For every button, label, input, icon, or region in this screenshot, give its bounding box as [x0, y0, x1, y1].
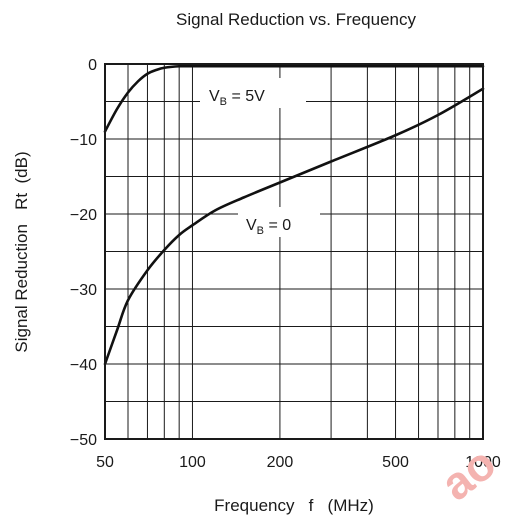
label-vb-0-main: V: [246, 217, 257, 234]
label-vb-5v-main: V: [209, 88, 220, 105]
y-tick-label: 0: [88, 57, 97, 74]
label-vb-5v-sub: B: [220, 96, 227, 108]
label-vb-5v: VB = 5V: [200, 78, 306, 108]
y-tick-labels: 0 −10 −20 −30 −40 −50: [70, 57, 97, 449]
chart-title: Signal Reduction vs. Frequency: [176, 10, 417, 29]
y-tick-label: −20: [70, 207, 97, 224]
label-vb-0-sub: B: [257, 225, 264, 237]
x-tick-label: 500: [382, 454, 409, 471]
y-tick-label: −30: [70, 282, 97, 299]
x-tick-label: 1000: [465, 454, 501, 471]
series-curves: [103, 64, 485, 366]
y-tick-label: −40: [70, 357, 97, 374]
svg-text:VB = 5V: VB = 5V: [209, 88, 265, 108]
x-tick-label: 200: [267, 454, 294, 471]
label-vb-0-tail: = 0: [264, 217, 291, 234]
plot-frame: [104, 63, 484, 440]
x-axis-label: Frequency f (MHz): [214, 496, 374, 515]
series-line-vb-5v: [103, 64, 485, 133]
x-tick-labels: 50 100 200 500 1000: [96, 454, 501, 471]
y-tick-label: −10: [70, 132, 97, 149]
y-axis-label: Signal Reduction Rt (dB): [12, 151, 31, 352]
x-tick-label: 100: [179, 454, 206, 471]
label-vb-0: VB = 0: [238, 207, 320, 237]
watermark: ao: [431, 436, 505, 510]
label-vb-5v-tail: = 5V: [227, 88, 265, 105]
x-tick-label: 50: [96, 454, 114, 471]
series-line-vb-0: [103, 87, 485, 366]
svg-text:VB = 0: VB = 0: [246, 217, 291, 237]
y-tick-label: −50: [70, 432, 97, 449]
